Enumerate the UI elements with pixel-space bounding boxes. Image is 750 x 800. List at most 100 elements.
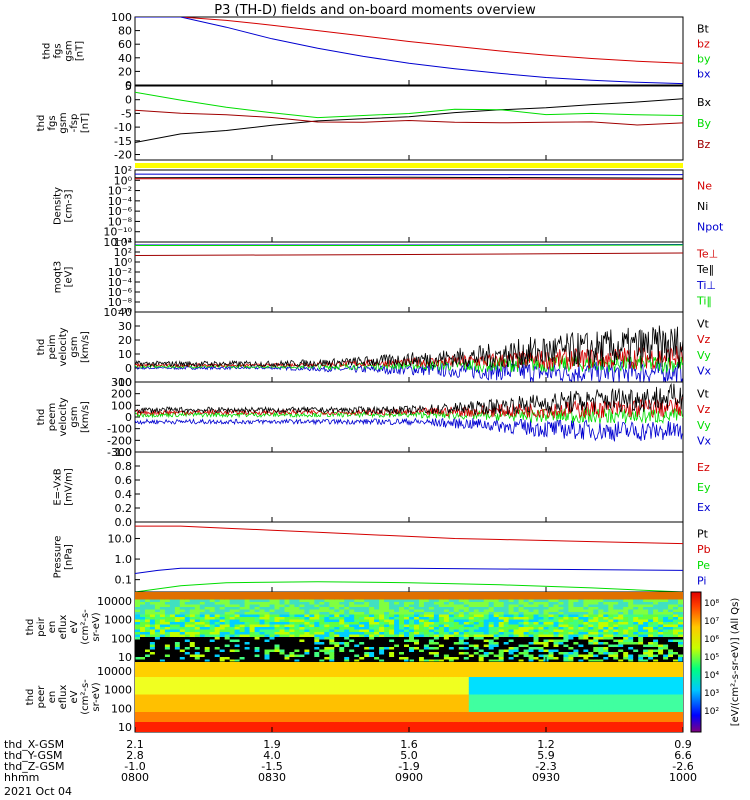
spectrogram-cell xyxy=(578,624,584,628)
spectrogram-cell xyxy=(399,657,405,660)
spectrogram-cell xyxy=(588,634,594,638)
spectrogram-cell xyxy=(583,599,589,603)
spectrogram-cell xyxy=(334,682,340,685)
spectrogram-cell xyxy=(528,614,534,618)
spectrogram-cell xyxy=(389,714,395,718)
spectrogram-cell xyxy=(389,707,395,710)
spectrogram-cell xyxy=(673,629,679,633)
spectrogram-cell xyxy=(374,594,380,598)
spectrogram-cell xyxy=(304,664,310,668)
spectrogram-cell xyxy=(453,607,460,610)
spectrogram-cell xyxy=(314,607,320,610)
spectrogram-cell xyxy=(309,607,315,610)
spectrogram-cell xyxy=(294,689,300,693)
spectrogram-cell xyxy=(209,684,216,688)
ytick-label: 1.0 xyxy=(115,553,133,566)
spectrogram-cell xyxy=(399,597,405,600)
spectrogram-cell xyxy=(364,702,370,705)
spectrogram-cell xyxy=(284,657,290,660)
spectrogram-cell xyxy=(319,704,325,708)
spectrogram-cell xyxy=(184,684,191,688)
spectrogram-cell xyxy=(673,659,679,662)
spectrogram-cell xyxy=(140,682,146,685)
spectrogram-cell xyxy=(284,717,290,720)
spectrogram-cell xyxy=(214,699,221,703)
spectrogram-cell xyxy=(269,664,275,668)
spectrogram-cell xyxy=(404,719,410,723)
spectrogram-cell xyxy=(578,652,584,655)
spectrogram-cell xyxy=(448,594,455,598)
spectrogram-cell xyxy=(578,622,584,625)
spectrogram-cell xyxy=(299,689,305,693)
spectrogram-cell xyxy=(369,604,375,608)
panel-data xyxy=(135,325,683,382)
spectrogram-cell xyxy=(329,724,335,728)
spectrogram-cell xyxy=(548,652,554,655)
spectrogram-cell xyxy=(379,707,385,710)
spectrogram-cell xyxy=(229,597,236,600)
spectrogram-cell xyxy=(174,672,181,675)
spectrogram-cell xyxy=(493,654,500,658)
spectrogram-cell xyxy=(673,644,679,648)
spectrogram-cell xyxy=(543,599,549,603)
spectrogram-cell xyxy=(219,677,226,680)
spectrogram-cell xyxy=(623,659,629,662)
spectrogram-cell xyxy=(189,692,196,695)
spectrogram-cell xyxy=(508,649,514,653)
spectrogram-cell xyxy=(379,599,385,603)
spectrogram-cell xyxy=(369,704,375,708)
spectrogram-cell xyxy=(249,714,255,718)
spectrogram-cell xyxy=(374,677,380,680)
spectrogram-cell xyxy=(603,599,609,603)
spectrogram-cell xyxy=(184,617,191,620)
spectrogram-cell xyxy=(164,594,171,598)
spectrogram-cell xyxy=(543,649,549,653)
spectrogram-cell xyxy=(179,684,186,688)
spectrogram-cell xyxy=(638,614,644,618)
spectrogram-cell xyxy=(219,707,226,710)
spectrogram-cell xyxy=(274,644,280,648)
spectrogram-cell xyxy=(204,612,211,615)
spectrogram-cell xyxy=(673,647,679,650)
spectrogram-cell xyxy=(359,642,365,645)
spectrogram-cell xyxy=(289,612,295,615)
spectrogram-cell xyxy=(344,704,350,708)
spectrogram-cell xyxy=(488,629,495,633)
spectrogram-cell xyxy=(384,599,390,603)
spectrogram-cell xyxy=(229,594,236,598)
spectrogram-cell xyxy=(140,679,146,683)
spectrogram-cell xyxy=(154,609,161,613)
spectrogram-cell xyxy=(254,697,260,700)
spectrogram-cell xyxy=(558,644,564,648)
spectrogram-cell xyxy=(593,632,599,635)
spectrogram-cell xyxy=(194,602,201,605)
spectrogram-cell xyxy=(294,677,300,680)
spectrogram-cell xyxy=(648,657,654,660)
spectrogram-cell xyxy=(423,654,430,658)
spectrogram-cell xyxy=(344,694,350,698)
ylabel-line: gsm xyxy=(69,336,80,357)
legend-entry: Vt xyxy=(697,318,710,331)
spectrogram-cell xyxy=(394,599,400,603)
spectrogram-cell xyxy=(364,672,370,675)
spectrogram-cell xyxy=(638,597,644,600)
spectrogram-cell xyxy=(399,729,405,732)
spectrogram-cell xyxy=(159,692,166,695)
spectrogram-cell xyxy=(339,689,345,693)
spectrogram-cell xyxy=(199,707,206,710)
spectrogram-cell xyxy=(498,617,505,620)
spectrogram-cell xyxy=(145,654,151,658)
spectrogram-cell xyxy=(269,627,275,630)
spectrogram-cell xyxy=(194,647,201,650)
spectrogram-cell xyxy=(379,652,385,655)
series-line xyxy=(135,109,683,126)
spectrogram-cell xyxy=(379,614,385,618)
spectrogram-cell xyxy=(145,644,151,648)
spectrogram-cell xyxy=(154,647,161,650)
spectrogram-cell xyxy=(304,639,310,643)
spectrogram-cell xyxy=(443,659,450,662)
spectrogram-cell xyxy=(568,614,574,618)
spectrogram-cell xyxy=(678,597,683,600)
spectrogram-cell xyxy=(154,664,161,668)
